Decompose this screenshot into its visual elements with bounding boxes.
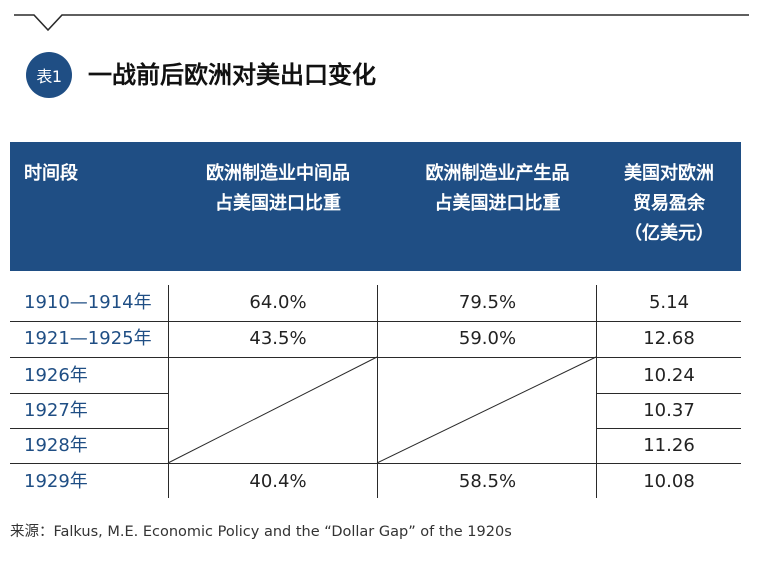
final-share-cell: 58.5%	[458, 471, 517, 492]
table-row: 1928年 11.26	[10, 428, 741, 463]
table-row: 1921—1925年 43.5% 59.0% 12.68	[10, 321, 741, 356]
period-cell: 1921—1925年	[24, 328, 152, 349]
surplus-cell: 10.37	[643, 400, 695, 421]
table-row: 1926年 10.24	[10, 358, 741, 393]
diagonal-final	[376, 356, 597, 464]
table-number-badge: 表1	[26, 52, 72, 98]
column-divider	[168, 285, 169, 498]
intermediate-share-cell: 40.4%	[249, 471, 307, 492]
final-share-cell: 59.0%	[458, 328, 517, 349]
header-surplus: 美国对欧洲 贸易盈余 （亿美元）	[624, 163, 714, 244]
period-cell: 1928年	[24, 435, 88, 456]
diagonal-intermediate	[167, 356, 378, 464]
header-final-share: 欧洲制造业产生品 占美国进口比重	[425, 163, 570, 214]
table-header: 时间段 欧洲制造业中间品 占美国进口比重 欧洲制造业产生品 占美国进口比重 美国…	[10, 142, 741, 271]
row-divider	[10, 393, 168, 394]
period-cell: 1927年	[24, 400, 88, 421]
surplus-cell: 11.26	[643, 435, 695, 456]
header-intermediate-share: 欧洲制造业中间品 占美国进口比重	[206, 163, 350, 214]
table-title: 一战前后欧洲对美出口变化	[88, 61, 376, 89]
period-cell: 1929年	[24, 471, 88, 492]
period-cell: 1910—1914年	[24, 292, 152, 313]
final-share-cell: 79.5%	[458, 292, 517, 313]
surplus-cell: 10.24	[643, 365, 695, 386]
period-cell: 1926年	[24, 365, 88, 386]
column-divider	[596, 285, 597, 498]
surplus-cell: 12.68	[643, 328, 695, 349]
table-row: 1910—1914年 64.0% 79.5% 5.14	[10, 285, 741, 320]
surplus-cell: 10.08	[643, 471, 695, 492]
row-divider	[10, 321, 741, 322]
row-divider	[10, 463, 741, 464]
row-divider	[10, 428, 168, 429]
intermediate-share-cell: 43.5%	[249, 328, 307, 349]
column-divider	[377, 285, 378, 498]
surplus-cell: 5.14	[648, 292, 690, 313]
row-divider	[597, 393, 741, 394]
source-note: 来源：Falkus, M.E. Economic Policy and the …	[10, 524, 512, 540]
top-rule-notch	[14, 14, 749, 32]
table-row: 1927年 10.37	[10, 393, 741, 428]
header-period: 时间段	[24, 163, 78, 184]
intermediate-share-cell: 64.0%	[249, 292, 307, 313]
row-divider	[597, 428, 741, 429]
table-row: 1929年 40.4% 58.5% 10.08	[10, 464, 741, 499]
